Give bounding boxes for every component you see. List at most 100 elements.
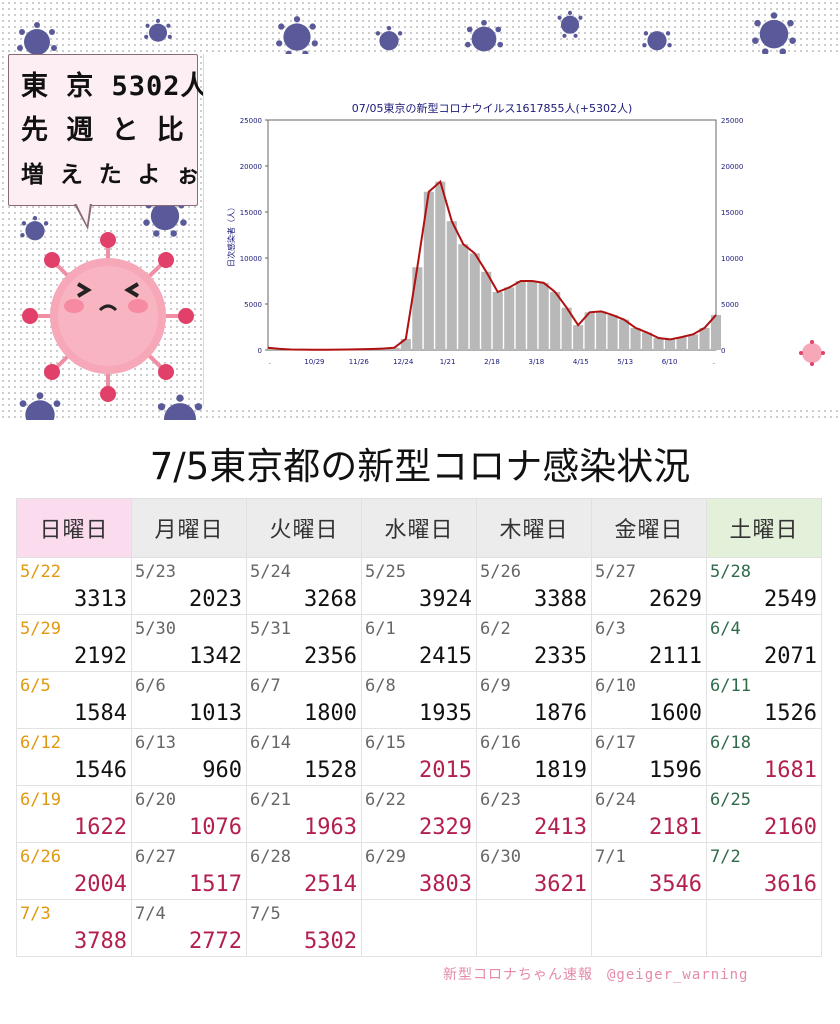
cell-date: 6/7	[250, 676, 281, 696]
table-row: 6/19 1622 6/20 1076 6/21 1963 6/22 2329 6/23 2413…	[16, 785, 822, 843]
cell-case-count: 3388	[534, 587, 587, 612]
cell-case-count: 1013	[189, 701, 242, 726]
page-title: 7/5東京都の新型コロナ感染状況	[149, 445, 691, 488]
cell-case-count: 1800	[304, 701, 357, 726]
cell-case-count: 1526	[764, 701, 817, 726]
daily-case-bar	[481, 271, 492, 350]
day-cell: 5/23 2023	[131, 557, 247, 615]
cell-case-count: 1546	[74, 758, 127, 783]
cell-date: 6/19	[20, 790, 61, 810]
cell-date: 6/25	[710, 790, 751, 810]
day-cell: 6/15 2015	[361, 728, 477, 786]
daily-case-bar	[573, 325, 584, 350]
cell-date: 6/18	[710, 733, 751, 753]
x-tick-label: 6/10	[662, 358, 678, 366]
day-cell: 5/22 3313	[16, 557, 132, 615]
daily-case-bar	[515, 281, 526, 350]
day-cell: 6/12 1546	[16, 728, 132, 786]
day-cell: 6/19 1622	[16, 785, 132, 843]
cell-date: 6/23	[480, 790, 521, 810]
day-cell: 7/2 3616	[706, 842, 822, 900]
y-tick-label-left: 25000	[240, 117, 262, 125]
cell-date: 6/1	[365, 619, 396, 639]
cell-case-count: 3616	[764, 872, 817, 897]
cell-case-count: 3313	[74, 587, 127, 612]
x-tick-label: 10/29	[304, 358, 324, 366]
cell-case-count: 2181	[649, 815, 702, 840]
cell-date: 6/29	[365, 847, 406, 867]
day-cell: 6/6 1013	[131, 671, 247, 729]
cell-case-count: 1600	[649, 701, 702, 726]
cell-date: 5/27	[595, 562, 636, 582]
daily-case-bar	[653, 338, 664, 350]
daily-case-bar	[699, 327, 710, 350]
cell-date: 6/5	[20, 676, 51, 696]
y-tick-label-right: 5000	[721, 301, 739, 309]
daily-case-bar	[550, 292, 561, 350]
table-row: 6/5 1584 6/6 1013 6/7 1800 6/8 1935 6/9 1876 6/10 1…	[16, 671, 822, 729]
cell-date: 6/14	[250, 733, 291, 753]
cell-date: 6/11	[710, 676, 751, 696]
cell-case-count: 2071	[764, 644, 817, 669]
day-cell: 5/24 3268	[246, 557, 362, 615]
weekday-header: 木曜日	[476, 498, 592, 558]
y-tick-label-right: 15000	[721, 209, 743, 217]
day-cell: 6/3 2111	[591, 614, 707, 672]
x-tick-label: 2/18	[484, 358, 500, 366]
cell-case-count: 3788	[74, 929, 127, 954]
cell-date: 6/8	[365, 676, 396, 696]
weekly-case-table: 日曜日 月曜日 火曜日 水曜日 木曜日 金曜日 土曜日 5/22 3313 5/23 2023 5/…	[16, 498, 822, 957]
day-cell: 6/21 1963	[246, 785, 362, 843]
day-cell: 5/27 2629	[591, 557, 707, 615]
daily-case-bar	[458, 244, 469, 350]
cell-case-count: 2111	[649, 644, 702, 669]
cell-case-count: 2335	[534, 644, 587, 669]
bubble-line-2: 先 週 と 比 べ	[21, 115, 231, 146]
bubble-line-3: 増 え た よ ぉ	[21, 162, 201, 188]
cell-case-count: 2015	[419, 758, 472, 783]
bubble-line-1: 東 京 5302人	[21, 71, 209, 102]
chart-card: 07/05東京の新型コロナウイルス1617855人(+5302人) 0 0 5000 5…	[203, 54, 840, 406]
daily-case-bar	[596, 311, 607, 350]
daily-case-bar	[561, 307, 572, 350]
daily-case-bar	[538, 282, 549, 350]
cell-date: 6/28	[250, 847, 291, 867]
cell-date: 5/23	[135, 562, 176, 582]
cell-case-count: 1584	[74, 701, 127, 726]
day-cell: 6/14 1528	[246, 728, 362, 786]
cell-date: 6/30	[480, 847, 521, 867]
cell-case-count: 1517	[189, 872, 242, 897]
cell-date: 5/25	[365, 562, 406, 582]
weekday-header: 月曜日	[131, 498, 247, 558]
daily-case-bar	[584, 312, 595, 350]
cell-case-count: 2160	[764, 815, 817, 840]
day-cell	[591, 899, 707, 957]
cell-date: 6/10	[595, 676, 636, 696]
cell-date: 6/6	[135, 676, 166, 696]
cell-date: 5/31	[250, 619, 291, 639]
cell-date: 7/1	[595, 847, 626, 867]
cell-date: 6/4	[710, 619, 741, 639]
daily-case-bar	[446, 221, 457, 350]
cell-date: 5/28	[710, 562, 751, 582]
table-row: 6/12 1546 6/13 960 6/14 1528 6/15 2015 6/16 1819 6…	[16, 728, 822, 786]
cell-date: 6/24	[595, 790, 636, 810]
cell-date: 5/26	[480, 562, 521, 582]
day-cell: 5/28 2549	[706, 557, 822, 615]
mini-mascot-icon	[799, 340, 825, 366]
cell-case-count: 1342	[189, 644, 242, 669]
day-cell: 5/29 2192	[16, 614, 132, 672]
table-row: 7/3 3788 7/4 2772 7/5 5302	[16, 899, 822, 957]
daily-case-bar	[676, 337, 687, 350]
cell-date: 6/26	[20, 847, 61, 867]
daily-case-bar	[642, 332, 653, 350]
daily-case-bar	[687, 334, 699, 350]
day-cell	[361, 899, 477, 957]
y-tick-label-left: 20000	[240, 163, 262, 171]
day-cell: 5/31 2356	[246, 614, 362, 672]
daily-case-bar	[469, 253, 480, 350]
table-row: 6/26 2004 6/27 1517 6/28 2514 6/29 3803 6/30 3621…	[16, 842, 822, 900]
day-cell	[476, 899, 592, 957]
y-tick-label-left: 10000	[240, 255, 262, 263]
daily-case-bar	[492, 292, 503, 350]
